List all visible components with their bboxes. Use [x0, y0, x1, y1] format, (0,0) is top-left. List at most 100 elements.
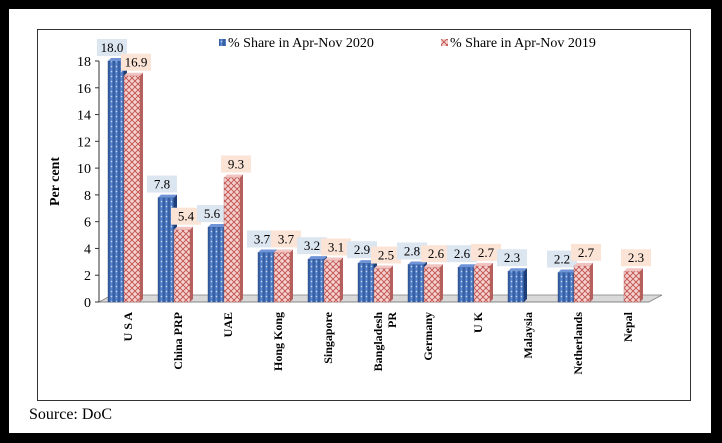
bar-top	[324, 257, 343, 261]
bar-top	[474, 262, 493, 266]
data-label: 5.4	[178, 209, 195, 224]
bar-top	[274, 249, 293, 253]
x-tick-label: Malaysia	[521, 312, 535, 359]
bar-2019	[623, 271, 641, 303]
data-label: 3.1	[328, 239, 344, 254]
y-tick-label: 14	[77, 109, 91, 124]
data-label: 3.2	[304, 238, 320, 253]
bar-top	[458, 264, 477, 268]
bar-2020	[357, 262, 375, 303]
legend-label: % Share in Apr-Nov 2019	[450, 36, 596, 51]
bar-2019	[473, 265, 491, 303]
data-label: 2.3	[504, 250, 520, 265]
x-tick-label: Hong Kong	[271, 312, 285, 371]
data-label-bg	[421, 245, 451, 263]
x-tick-label: PR	[385, 312, 399, 328]
y-tick-label: 4	[84, 242, 91, 257]
bar-2019	[323, 260, 341, 303]
y-tick-label: 18	[77, 55, 91, 70]
bar-top	[208, 224, 227, 228]
bar-2019	[273, 252, 291, 303]
x-tick-label: Germany	[421, 312, 435, 361]
data-label: 2.7	[478, 245, 495, 260]
x-tick-label: Netherlands	[571, 312, 585, 375]
data-label-bg	[297, 237, 327, 255]
y-tick-label: 10	[77, 162, 91, 177]
data-label: 16.9	[125, 55, 148, 70]
x-tick-label: Bangladesh	[371, 312, 385, 372]
x-tick-label: U K	[471, 311, 485, 333]
data-label: 7.8	[154, 177, 170, 192]
bar-side	[640, 268, 643, 302]
data-label-bg	[371, 246, 401, 264]
bar-2020	[257, 252, 275, 303]
data-label: 2.2	[554, 252, 570, 267]
bar-2019	[123, 75, 141, 303]
bar-top	[508, 268, 527, 272]
bar-top	[224, 174, 243, 178]
data-label: 3.7	[278, 231, 295, 246]
bar-top	[174, 226, 193, 230]
data-label: 2.6	[428, 246, 445, 261]
data-label-bg	[321, 238, 351, 256]
bar-side	[490, 262, 493, 302]
data-label: 2.7	[578, 245, 595, 260]
x-tick-label: U S A	[121, 312, 135, 342]
y-axis-title: Per cent	[48, 157, 63, 206]
bar-side	[140, 72, 143, 302]
bar-top	[258, 249, 277, 253]
chart-border	[37, 29, 691, 401]
bar-top	[408, 261, 427, 265]
y-tick-label: 0	[84, 296, 91, 311]
bar-2019	[573, 265, 591, 303]
data-label: 2.5	[378, 248, 394, 263]
bar-side	[590, 262, 593, 302]
x-tick-label: Nepal	[621, 311, 635, 342]
data-label-bg	[121, 53, 151, 71]
data-label: 5.6	[204, 206, 221, 221]
bar-chart: 0 2 4 6 8 10 12 14 16 18 Per cent % Share in Apr-No…	[48, 36, 663, 375]
bar-top	[124, 72, 143, 76]
data-label-bg	[271, 230, 301, 248]
bar-side	[240, 174, 243, 302]
data-label: 18.0	[101, 40, 124, 55]
data-label-bg	[147, 175, 177, 193]
data-label: 3.7	[254, 231, 271, 246]
bar-2020	[457, 266, 475, 303]
bar-2019	[223, 177, 241, 303]
bar-top	[374, 265, 393, 269]
data-label: 2.9	[354, 242, 370, 257]
bar-side	[524, 268, 527, 302]
bar-top	[624, 268, 643, 272]
bar-side	[440, 264, 443, 302]
data-label-bg	[471, 243, 501, 261]
data-label-bg	[247, 230, 277, 248]
bar-2020	[407, 264, 425, 303]
data-label-bg	[197, 205, 227, 223]
data-label-bg	[571, 243, 601, 261]
bar-2019	[173, 229, 191, 303]
bar-2020	[107, 60, 125, 303]
bar-side	[340, 257, 343, 302]
data-label-bg	[547, 250, 577, 268]
data-label-bg	[171, 207, 201, 225]
data-label: 2.3	[628, 250, 644, 265]
legend-swatch	[441, 39, 448, 46]
data-label: 2.6	[454, 246, 471, 261]
y-tick-label: 16	[77, 82, 91, 97]
y-tick-label: 8	[84, 189, 91, 204]
data-label: 9.3	[228, 156, 244, 171]
data-label-bg	[347, 241, 377, 259]
y-tick-label: 2	[84, 269, 91, 284]
bar-2020	[207, 226, 225, 303]
bar-top	[574, 262, 593, 266]
bar-2020	[557, 272, 575, 303]
x-tick-label: Singapore	[321, 311, 335, 363]
bar-top	[558, 269, 577, 273]
legend-swatch	[219, 39, 226, 46]
source-note: Source: DoC	[29, 406, 113, 423]
data-label-bg	[397, 242, 427, 260]
bar-2020	[507, 271, 525, 303]
data-label: 2.8	[404, 244, 420, 259]
y-tick-label: 12	[77, 135, 91, 150]
